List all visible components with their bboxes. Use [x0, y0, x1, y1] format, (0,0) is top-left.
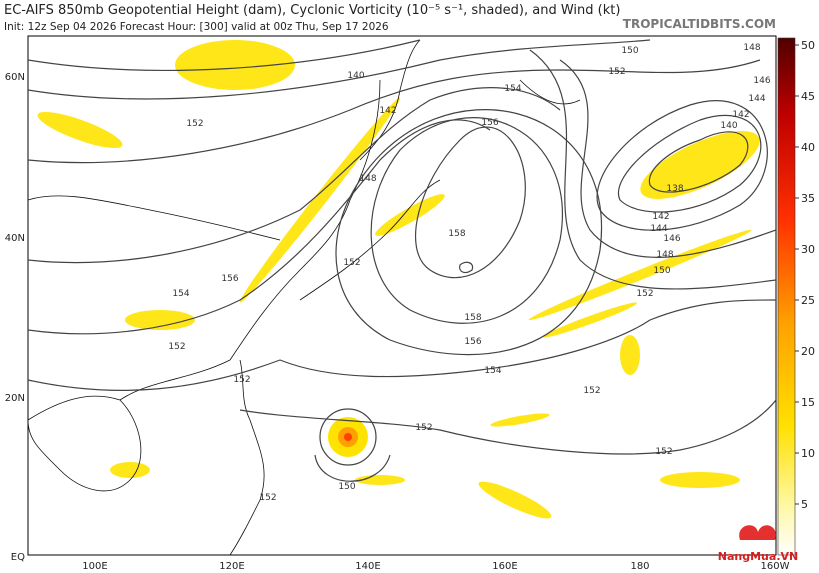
contour-label: 144 — [650, 224, 667, 234]
contour-label: 140 — [720, 121, 737, 131]
colorbar-tick-label: 25 — [801, 294, 815, 307]
contour-label: 152 — [608, 67, 625, 77]
lon-label: 160E — [492, 561, 517, 572]
subtitle: Init: 12z Sep 04 2026 Forecast Hour: [30… — [4, 21, 389, 33]
map-content: 1401421481521541521561521501521541561481… — [28, 39, 776, 555]
colorbar-tick-label: 10 — [801, 447, 815, 460]
contour-labels: 1401421481521541521561521501521541561481… — [168, 43, 770, 503]
watermark-text: NangMua.VN — [718, 550, 798, 563]
contour-label: 138 — [666, 184, 683, 194]
colorbar-tick-label: 35 — [801, 192, 815, 205]
contour-label: 152 — [186, 119, 203, 129]
height-contours — [28, 39, 776, 482]
contour-label: 152 — [636, 289, 653, 299]
colorbar-tick-label: 15 — [801, 396, 815, 409]
lon-label: 120E — [219, 561, 244, 572]
contour-label: 158 — [464, 313, 481, 323]
contour-label: 152 — [655, 447, 672, 457]
contour-label: 150 — [338, 482, 355, 492]
contour-label: 156 — [464, 337, 481, 347]
contour-label: 158 — [448, 229, 465, 239]
contour-label: 148 — [743, 43, 760, 53]
contour-label: 152 — [233, 375, 250, 385]
colorbar-tick-label: 30 — [801, 243, 815, 256]
contour-label: 152 — [415, 423, 432, 433]
vorticity — [37, 40, 760, 519]
lat-label: 20N — [5, 393, 25, 404]
contour-label: 152 — [168, 342, 185, 352]
contour-label: 148 — [359, 174, 376, 184]
colorbar-tick-label: 5 — [801, 498, 808, 511]
lat-label: 40N — [5, 233, 25, 244]
lon-label: 180 — [630, 561, 649, 572]
lon-label: 100E — [82, 561, 107, 572]
axis-labels: 60N 40N 20N EQ 100E 120E 140E 160E 180 160W — [5, 72, 790, 572]
map-frame — [27, 35, 777, 556]
contour-label: 154 — [504, 84, 521, 94]
contour-label: 140 — [347, 71, 364, 81]
contour-label: 156 — [221, 274, 238, 284]
colorbar-tick-label: 50 — [801, 39, 815, 52]
colorbar-tick-label: 45 — [801, 90, 815, 103]
contour-label: 142 — [652, 212, 669, 222]
lon-label: 160W — [761, 561, 790, 572]
colorbar-tick-label: 40 — [801, 141, 815, 154]
contour-label: 152 — [259, 493, 276, 503]
coastlines — [28, 39, 581, 555]
contour-label: 148 — [656, 250, 673, 260]
contour-label: 150 — [621, 46, 638, 56]
contour-label: 152 — [583, 386, 600, 396]
contour-label: 154 — [484, 366, 501, 376]
contour-label: 146 — [753, 76, 770, 86]
contour-label: 146 — [663, 234, 680, 244]
lat-label: EQ — [11, 552, 25, 563]
watermark: NangMua.VN — [718, 525, 798, 563]
contour-label: 150 — [653, 266, 670, 276]
contour-label: 144 — [748, 94, 765, 104]
colorbar-ticks: 5 10 15 20 25 30 35 40 45 50 — [795, 39, 815, 511]
contour-label: 142 — [732, 110, 749, 120]
colorbar — [777, 37, 796, 556]
watermark-logo — [739, 525, 776, 540]
title: EC-AIFS 850mb Geopotential Height (dam),… — [4, 3, 620, 18]
lat-label: 60N — [5, 72, 25, 83]
contour-label: 154 — [172, 289, 189, 299]
colorbar-tick-label: 20 — [801, 345, 815, 358]
lon-label: 140E — [355, 561, 380, 572]
contour-label: 156 — [481, 118, 498, 128]
contour-label: 142 — [379, 106, 396, 116]
credit: TROPICALTIDBITS.COM — [623, 17, 776, 31]
contour-label: 152 — [343, 258, 360, 268]
